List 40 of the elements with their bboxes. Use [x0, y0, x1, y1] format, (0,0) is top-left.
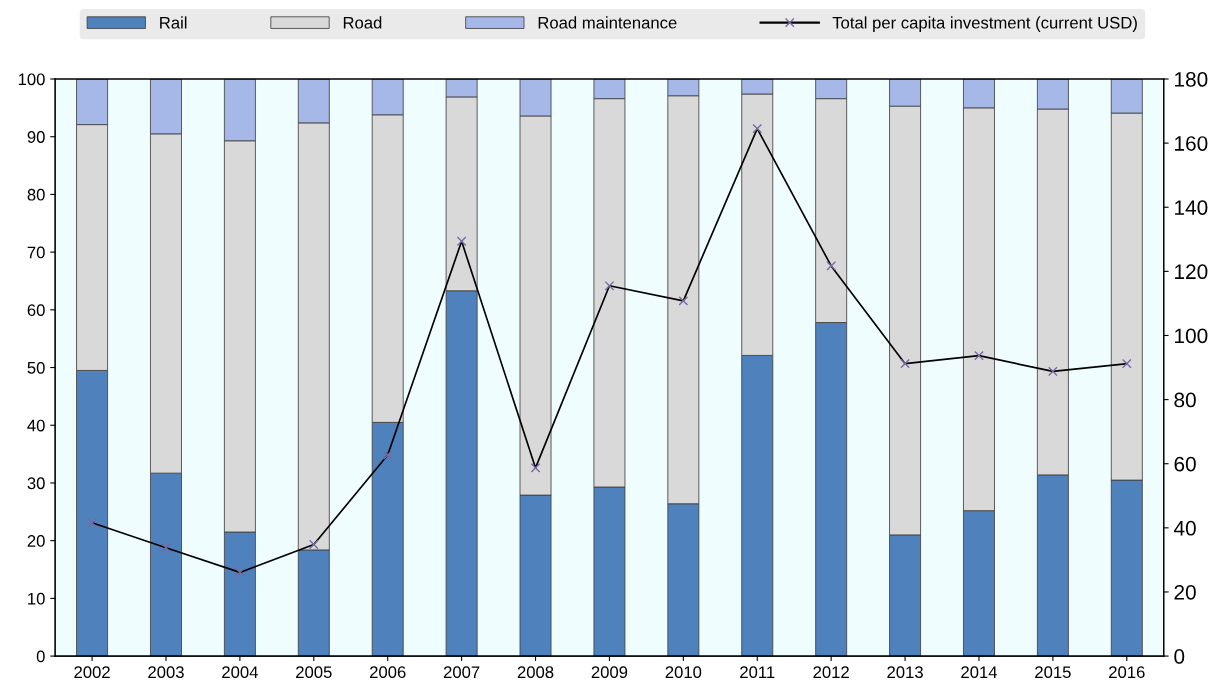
legend-label: Total per capita investment (current USD): [832, 16, 1137, 32]
y-tick-label: 80: [27, 188, 45, 201]
y-tick-label: 20: [27, 535, 45, 547]
x-tick-label: 2006: [370, 666, 406, 679]
y-tick-label: 70: [27, 246, 45, 259]
y2-tick-label: 160: [1175, 136, 1208, 151]
y-tick-label: 0: [36, 650, 45, 663]
y2-tick-label: 0: [1174, 649, 1185, 664]
y-tick-label: 100: [18, 73, 45, 86]
y-tick-label: 60: [27, 304, 45, 317]
legend-label: Road maintenance: [538, 16, 677, 29]
x-tick-label: 2016: [1109, 666, 1145, 679]
x-tick-label: 2015: [1035, 666, 1071, 679]
x-tick-label: 2014: [961, 666, 998, 679]
x-tick-label: 2007: [443, 666, 480, 679]
x-tick-label: 2013: [887, 666, 923, 679]
y2-tick-label: 80: [1174, 392, 1196, 408]
y2-tick-label: 120: [1175, 264, 1208, 280]
x-tick-label: 2003: [148, 666, 184, 679]
y2-tick-label: 40: [1173, 520, 1196, 536]
y-tick-label: 10: [28, 592, 45, 605]
legend-label: Road: [343, 16, 382, 29]
y2-tick-label: 180: [1175, 72, 1208, 87]
x-tick-label: 2008: [517, 666, 554, 679]
y-tick-label: 50: [27, 361, 45, 374]
y2-tick-label: 140: [1175, 200, 1208, 215]
y-tick-label: 30: [27, 477, 45, 490]
y2-tick-label: 60: [1174, 456, 1196, 472]
legend-label: Rail: [160, 16, 187, 29]
x-tick-label: 2002: [74, 666, 110, 679]
y-tick-label: 40: [27, 419, 45, 432]
y2-tick-label: 20: [1174, 584, 1196, 600]
y-tick-label: 90: [27, 131, 45, 143]
x-tick-label: 2004: [222, 666, 258, 679]
x-tick-label: 2012: [813, 666, 849, 679]
x-tick-label: 2009: [591, 666, 628, 679]
y2-tick-label: 100: [1175, 328, 1208, 344]
x-tick-label: 2011: [740, 666, 775, 679]
x-tick-label: 2005: [296, 666, 332, 679]
x-tick-label: 2010: [665, 666, 702, 679]
